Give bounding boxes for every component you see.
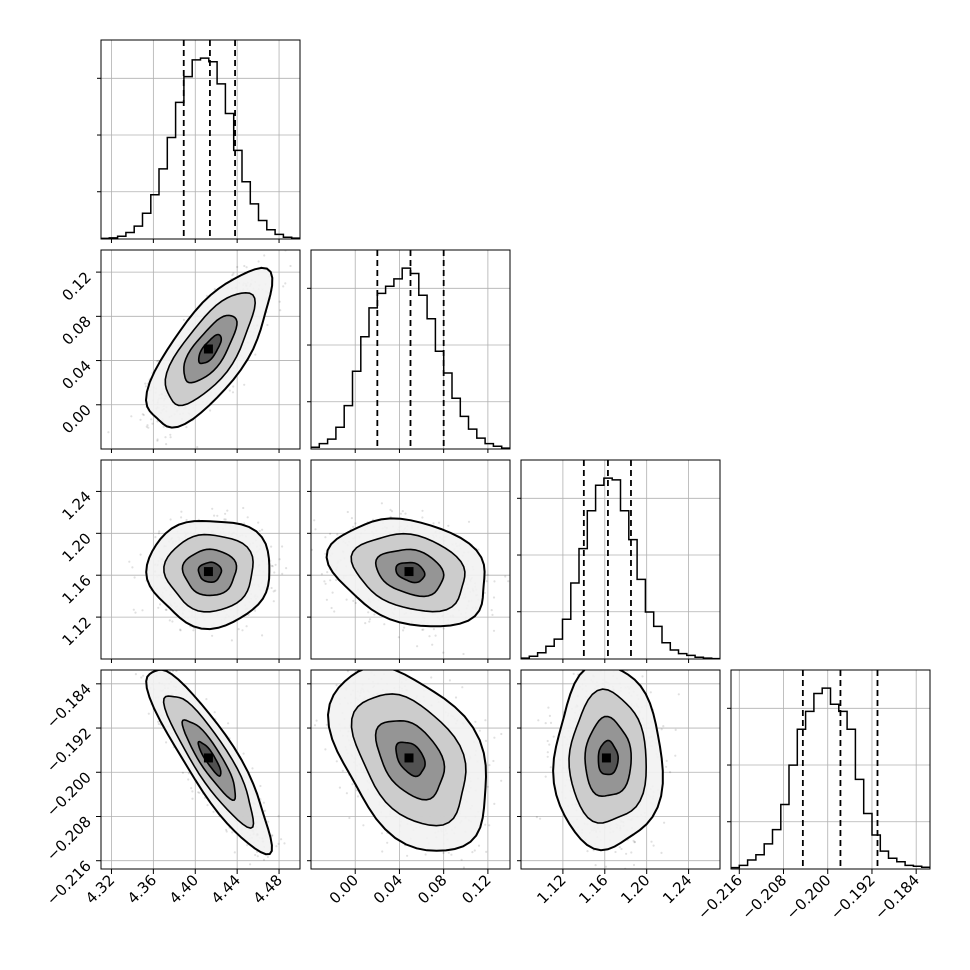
x-tick-label: −0.216 xyxy=(694,871,746,923)
x-tick-label: 4.48 xyxy=(250,871,286,907)
x-tick-label: 0.12 xyxy=(458,871,494,907)
y-tick-label: 0.04 xyxy=(58,357,94,393)
histogram-2 xyxy=(517,460,720,660)
x-tick-label: 0.08 xyxy=(414,871,450,907)
density-peak xyxy=(203,344,213,354)
x-tick-label: −0.192 xyxy=(827,871,879,923)
panel-frame xyxy=(310,459,511,660)
x-tick-label: 4.44 xyxy=(208,871,244,907)
x-tick-label: −0.208 xyxy=(738,871,790,923)
x-tick-label: −0.200 xyxy=(783,871,835,923)
grid-lines xyxy=(311,250,510,449)
panel-frame xyxy=(730,669,931,870)
x-tick-label: 0.04 xyxy=(370,871,406,907)
y-tick-label: 0.08 xyxy=(58,312,94,348)
density-peak xyxy=(404,753,414,763)
panel-frame xyxy=(100,669,301,870)
density-peak xyxy=(601,753,611,763)
histogram-step xyxy=(731,687,930,869)
grid-lines xyxy=(731,670,930,869)
x-tick-label: −0.184 xyxy=(871,871,923,923)
y-tick-label: 1.12 xyxy=(58,613,94,649)
density-peak xyxy=(203,753,213,763)
y-tick-label: 0.00 xyxy=(58,401,94,437)
y-tick-label: −0.184 xyxy=(43,680,95,732)
y-tick-label: 1.24 xyxy=(58,488,94,524)
panel-2d-3-2 xyxy=(521,670,720,869)
x-tick-label: 1.24 xyxy=(659,871,695,907)
y-tick-label: 0.12 xyxy=(58,268,94,304)
y-tick-label: −0.208 xyxy=(43,813,95,865)
x-tick-label: 4.40 xyxy=(166,871,202,907)
panel-2d-1-0 xyxy=(101,250,300,449)
y-tick-label: 1.16 xyxy=(58,571,94,607)
panel-frame xyxy=(310,669,511,870)
panel-frame xyxy=(520,669,721,870)
density-peak xyxy=(203,567,213,577)
x-tick-label: 1.16 xyxy=(575,871,611,907)
histogram-1 xyxy=(307,250,510,449)
x-tick-label: 0.00 xyxy=(326,871,362,907)
panel-frame xyxy=(310,249,511,450)
panel-frame xyxy=(100,39,301,240)
panel-frame xyxy=(520,459,721,660)
histogram-step xyxy=(521,477,720,660)
histogram-3 xyxy=(727,670,930,869)
panel-2d-3-0 xyxy=(101,670,300,869)
y-tick-label: 1.20 xyxy=(58,529,94,565)
histogram-step xyxy=(101,57,300,240)
panel-frame xyxy=(100,249,301,450)
panel-2d-2-1 xyxy=(311,460,510,659)
density-peak xyxy=(404,567,414,577)
x-tick-label: 4.36 xyxy=(124,871,160,907)
panel-2d-3-1 xyxy=(311,670,510,869)
histogram-0 xyxy=(97,40,300,240)
x-tick-label: 1.20 xyxy=(617,871,653,907)
grid-lines xyxy=(101,40,300,239)
y-tick-label: −0.200 xyxy=(43,768,95,820)
x-tick-label: 1.12 xyxy=(533,871,569,907)
panel-frame xyxy=(100,459,301,660)
panel-2d-2-0 xyxy=(101,460,300,659)
y-tick-label: −0.192 xyxy=(43,724,95,776)
